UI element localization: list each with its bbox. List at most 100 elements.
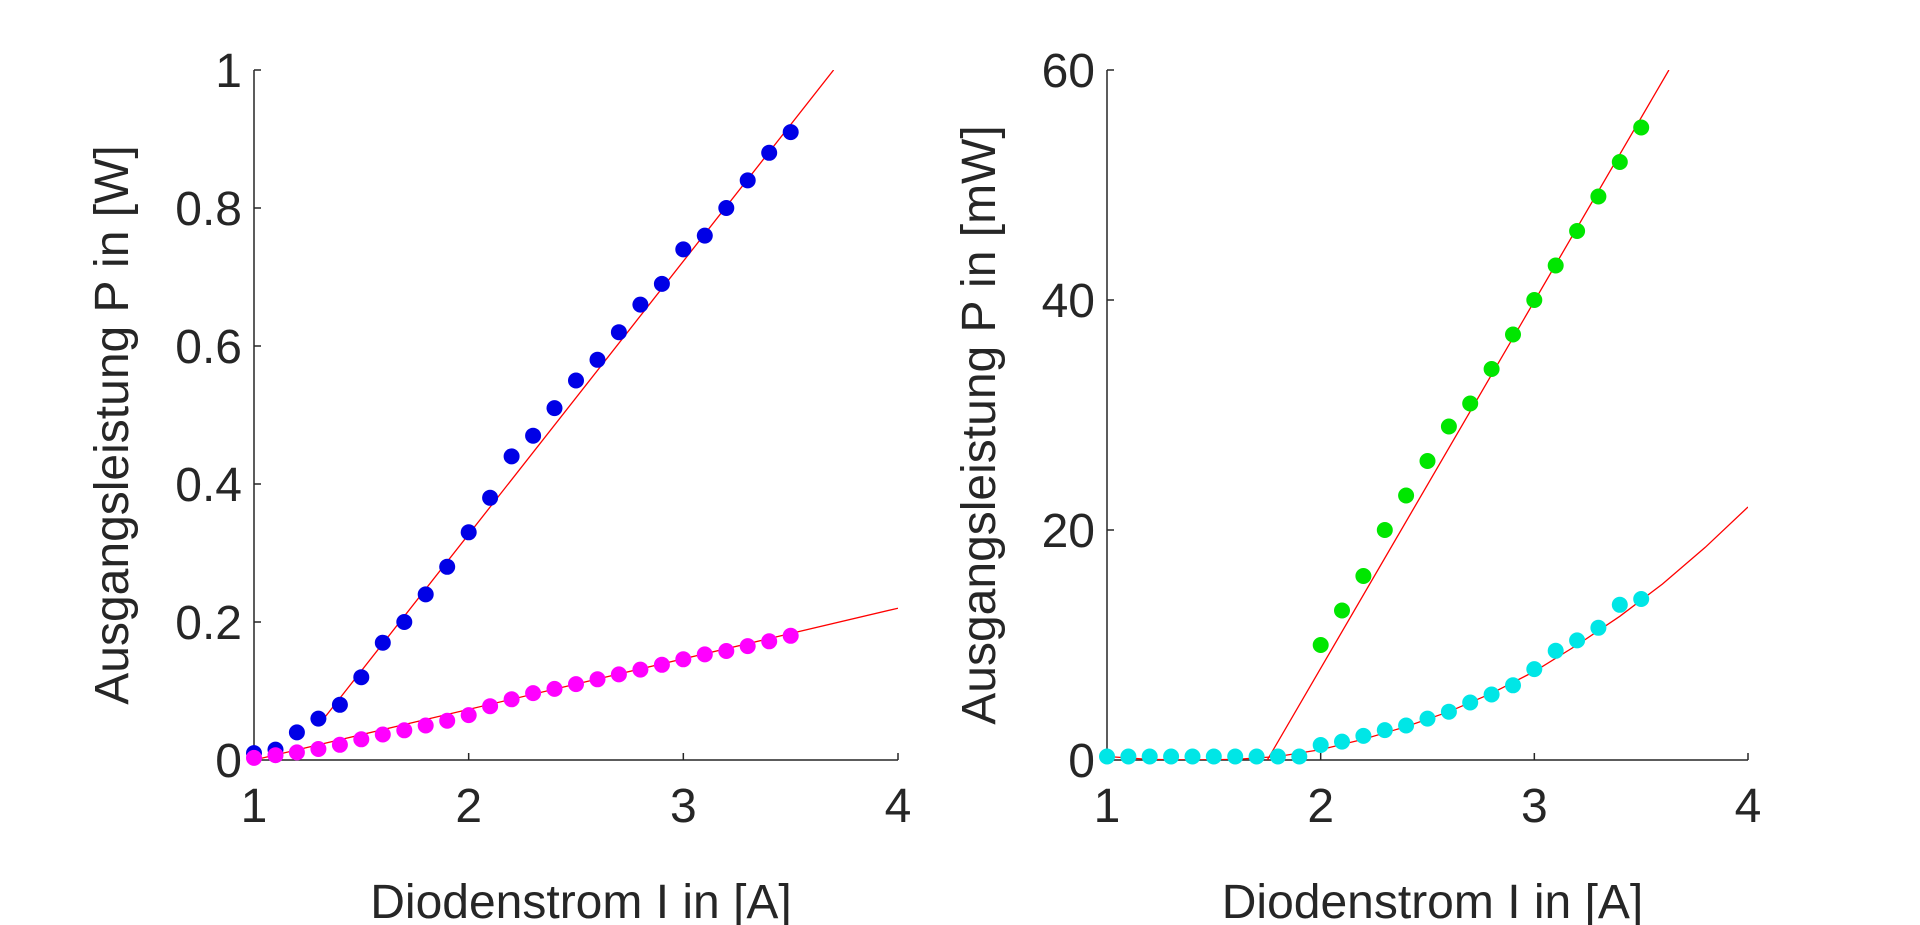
data-point bbox=[1398, 487, 1415, 504]
data-point bbox=[396, 614, 413, 630]
data-point bbox=[1227, 748, 1244, 765]
y-tick-label: 0 bbox=[1068, 735, 1095, 788]
data-point bbox=[1419, 710, 1436, 727]
data-point bbox=[288, 744, 305, 761]
data-point bbox=[568, 676, 584, 693]
x-tick-label: 1 bbox=[241, 780, 268, 833]
y-tick-label: 40 bbox=[1042, 275, 1095, 328]
data-point bbox=[1163, 748, 1180, 765]
data-point bbox=[310, 741, 327, 757]
data-point bbox=[374, 634, 391, 651]
data-point bbox=[503, 448, 520, 465]
data-point bbox=[439, 558, 456, 575]
y-tick-label: 0 bbox=[215, 735, 242, 788]
data-point bbox=[1120, 748, 1137, 765]
data-point bbox=[696, 227, 713, 244]
data-point bbox=[246, 749, 262, 766]
data-point bbox=[482, 698, 499, 715]
x-tick-label: 3 bbox=[1521, 780, 1548, 833]
y-tick-label: 0.4 bbox=[175, 459, 242, 512]
data-point bbox=[739, 638, 756, 655]
data-point bbox=[460, 707, 477, 724]
data-point bbox=[1590, 619, 1607, 636]
x-tick-label: 3 bbox=[670, 780, 697, 833]
data-point bbox=[1483, 361, 1500, 377]
y-tick-label: 0.2 bbox=[175, 597, 242, 650]
data-point bbox=[1547, 642, 1564, 659]
data-point bbox=[396, 722, 413, 739]
data-point bbox=[1248, 748, 1265, 765]
data-point bbox=[417, 586, 434, 603]
data-point bbox=[439, 712, 456, 729]
data-point bbox=[1419, 453, 1436, 469]
data-point bbox=[1312, 637, 1329, 653]
x-tick-label: 2 bbox=[1307, 780, 1334, 833]
fit-line bbox=[317, 70, 835, 726]
data-point bbox=[653, 275, 670, 292]
data-point bbox=[1141, 748, 1158, 765]
series-2 bbox=[246, 627, 799, 766]
data-point bbox=[1505, 326, 1521, 343]
data-point bbox=[1569, 632, 1586, 649]
data-point bbox=[353, 669, 370, 686]
series-2 bbox=[1099, 591, 1650, 765]
data-point bbox=[267, 747, 284, 764]
data-point bbox=[1440, 418, 1457, 435]
data-point bbox=[353, 731, 370, 748]
data-point bbox=[1291, 748, 1308, 765]
data-point bbox=[331, 696, 348, 713]
y-tick-label: 1 bbox=[215, 45, 242, 98]
data-point bbox=[589, 671, 606, 688]
data-point bbox=[1483, 686, 1500, 703]
x-axis-title: Diodenstrom I in [A] bbox=[370, 876, 792, 925]
data-point bbox=[374, 726, 391, 743]
x-tick-label: 1 bbox=[1094, 780, 1121, 833]
data-point bbox=[1269, 748, 1286, 765]
data-point bbox=[675, 651, 692, 668]
y-tick-label: 0.8 bbox=[175, 183, 242, 236]
data-point bbox=[632, 296, 649, 313]
data-point bbox=[632, 661, 649, 678]
data-point bbox=[1462, 694, 1479, 711]
data-point bbox=[1355, 568, 1372, 584]
data-point bbox=[1205, 748, 1222, 765]
data-point bbox=[525, 427, 542, 444]
data-point bbox=[1590, 188, 1607, 205]
data-point bbox=[696, 646, 713, 663]
data-point bbox=[1334, 733, 1350, 750]
data-point bbox=[675, 241, 692, 258]
data-point bbox=[1099, 748, 1115, 765]
data-point bbox=[782, 124, 799, 141]
x-axis-title: Diodenstrom I in [A] bbox=[1222, 876, 1644, 925]
y-tick-label: 60 bbox=[1042, 45, 1095, 98]
data-point bbox=[610, 666, 627, 683]
data-point bbox=[1312, 737, 1329, 753]
left-panel-power-watts: 1 2 3 4 0 0.2 0.4 0.6 0.8 1 Diodenstrom I in [A] Au… bbox=[86, 45, 911, 925]
data-point bbox=[503, 691, 520, 708]
data-point bbox=[482, 489, 499, 506]
x-tick-label: 4 bbox=[1735, 780, 1762, 833]
series-1 bbox=[246, 124, 799, 762]
data-point bbox=[310, 710, 327, 727]
data-point bbox=[568, 372, 584, 389]
fit-line bbox=[1266, 70, 1670, 760]
data-point bbox=[1184, 748, 1201, 765]
data-point bbox=[1355, 727, 1372, 744]
data-point bbox=[1611, 596, 1628, 613]
data-point bbox=[782, 627, 799, 644]
y-axis-title: Ausgangsleistung P in [W] bbox=[86, 145, 139, 704]
data-point bbox=[761, 144, 778, 161]
data-point bbox=[1526, 292, 1543, 308]
data-point bbox=[1398, 717, 1415, 734]
data-point bbox=[739, 172, 756, 189]
data-point bbox=[1633, 591, 1650, 607]
data-point bbox=[1526, 661, 1543, 678]
data-point bbox=[1633, 119, 1650, 136]
data-point bbox=[610, 324, 627, 341]
data-point bbox=[546, 400, 563, 417]
data-point bbox=[288, 724, 305, 741]
data-point bbox=[718, 200, 735, 216]
data-point bbox=[546, 680, 563, 697]
